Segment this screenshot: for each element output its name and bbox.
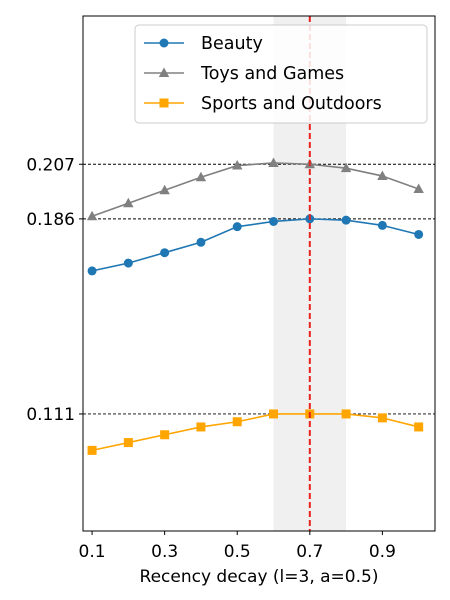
x-tick-label: 0.9 [369,542,396,562]
plot-frame [82,15,436,532]
data-point [377,170,388,180]
y-tick-label: 0.207 [26,155,75,175]
legend-label: Sports and Outdoors [201,94,382,114]
x-tick-label: 0.7 [296,542,323,562]
data-point [123,197,134,208]
series-line [91,218,419,272]
data-point [414,422,424,432]
data-point [232,417,242,427]
data-point [87,445,97,455]
data-point [377,413,387,423]
data-point [86,210,98,221]
data-point [123,438,133,448]
data-point [232,222,242,232]
x-tick-label: 0.3 [151,542,178,562]
x-axis: 0.1 0.3 0.5 0.7 0.9 [79,531,396,562]
data-point [268,157,279,167]
legend-marker [159,98,169,108]
data-point [269,409,279,419]
legend: Beauty Toys and Games Sports and Outdoors [134,24,428,124]
x-tick-label: 0.1 [79,542,106,562]
data-point [159,184,170,195]
y-tick-label: 0.111 [26,405,75,425]
data-point [160,430,170,440]
data-point [232,160,243,170]
data-point [123,258,133,268]
legend-box [134,24,428,124]
x-tick-label: 0.5 [224,542,251,562]
data-point [341,215,351,225]
series-line [91,162,419,218]
legend-label: Toys and Games [200,64,344,84]
data-point [196,422,206,432]
y-tick-label: 0.186 [26,210,75,230]
data-point [340,162,352,173]
y-axis: 0.111 0.186 0.207 [26,155,83,425]
x-axis-title: Recency decay (l=3, a=0.5) [140,567,379,587]
data-point [195,171,207,182]
series-line [91,413,419,452]
data-point [377,220,387,230]
data-point [269,216,279,226]
legend-label: Beauty [201,34,263,54]
data-point [341,409,351,419]
legend-marker [158,67,170,77]
data-point [413,183,424,193]
data-point [196,237,206,247]
data-point [414,229,424,239]
legend-marker [159,38,169,48]
data-point [160,248,170,258]
data-point [87,266,97,276]
